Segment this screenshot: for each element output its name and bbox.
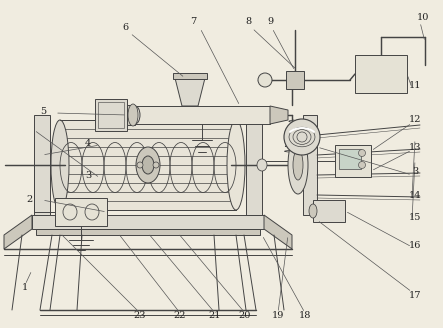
Bar xyxy=(36,229,260,235)
Ellipse shape xyxy=(257,159,267,171)
Bar xyxy=(34,115,50,215)
Text: 13: 13 xyxy=(409,144,421,153)
Text: 3: 3 xyxy=(85,171,91,179)
Ellipse shape xyxy=(128,104,138,126)
Bar xyxy=(98,102,124,128)
Bar xyxy=(32,215,264,229)
Bar xyxy=(355,55,407,93)
Polygon shape xyxy=(264,215,292,249)
Ellipse shape xyxy=(136,147,160,183)
Text: 5: 5 xyxy=(40,108,46,116)
Bar xyxy=(286,71,304,89)
Text: 7: 7 xyxy=(190,17,196,27)
Bar xyxy=(173,73,207,79)
Text: 1: 1 xyxy=(22,283,28,293)
Ellipse shape xyxy=(258,73,272,87)
Text: 23: 23 xyxy=(134,312,146,320)
Text: 20: 20 xyxy=(239,312,251,320)
Ellipse shape xyxy=(309,204,317,218)
Text: 15: 15 xyxy=(409,214,421,222)
Ellipse shape xyxy=(130,106,140,124)
Bar xyxy=(339,149,361,169)
Ellipse shape xyxy=(358,150,365,156)
Ellipse shape xyxy=(142,156,154,174)
Text: 18: 18 xyxy=(299,312,311,320)
Text: 16: 16 xyxy=(409,240,421,250)
Ellipse shape xyxy=(288,136,308,194)
Text: 9: 9 xyxy=(267,17,273,27)
Bar xyxy=(303,115,317,215)
Ellipse shape xyxy=(51,120,69,210)
Text: 17: 17 xyxy=(409,291,421,299)
Text: 19: 19 xyxy=(272,312,284,320)
Text: 22: 22 xyxy=(174,312,186,320)
Bar xyxy=(60,120,236,210)
Text: 14: 14 xyxy=(409,191,421,199)
Ellipse shape xyxy=(227,120,245,210)
Text: 12: 12 xyxy=(409,115,421,125)
Ellipse shape xyxy=(137,162,143,168)
Text: 21: 21 xyxy=(209,312,221,320)
Text: 3: 3 xyxy=(412,168,418,176)
Text: 6: 6 xyxy=(122,24,128,32)
Polygon shape xyxy=(175,78,205,106)
Text: 10: 10 xyxy=(417,13,429,23)
Ellipse shape xyxy=(153,162,159,168)
Text: 4: 4 xyxy=(85,138,91,148)
Text: 8: 8 xyxy=(245,17,251,27)
Bar xyxy=(95,99,127,131)
Bar xyxy=(335,145,371,177)
Polygon shape xyxy=(270,106,288,124)
Text: 2: 2 xyxy=(27,195,33,204)
Text: 11: 11 xyxy=(409,80,421,90)
Ellipse shape xyxy=(358,161,365,169)
Bar xyxy=(313,200,345,222)
Polygon shape xyxy=(4,215,32,249)
Ellipse shape xyxy=(284,119,320,155)
Bar xyxy=(246,115,262,215)
Bar xyxy=(127,105,135,125)
Bar xyxy=(55,198,107,226)
Ellipse shape xyxy=(293,150,303,180)
Bar xyxy=(135,106,270,124)
